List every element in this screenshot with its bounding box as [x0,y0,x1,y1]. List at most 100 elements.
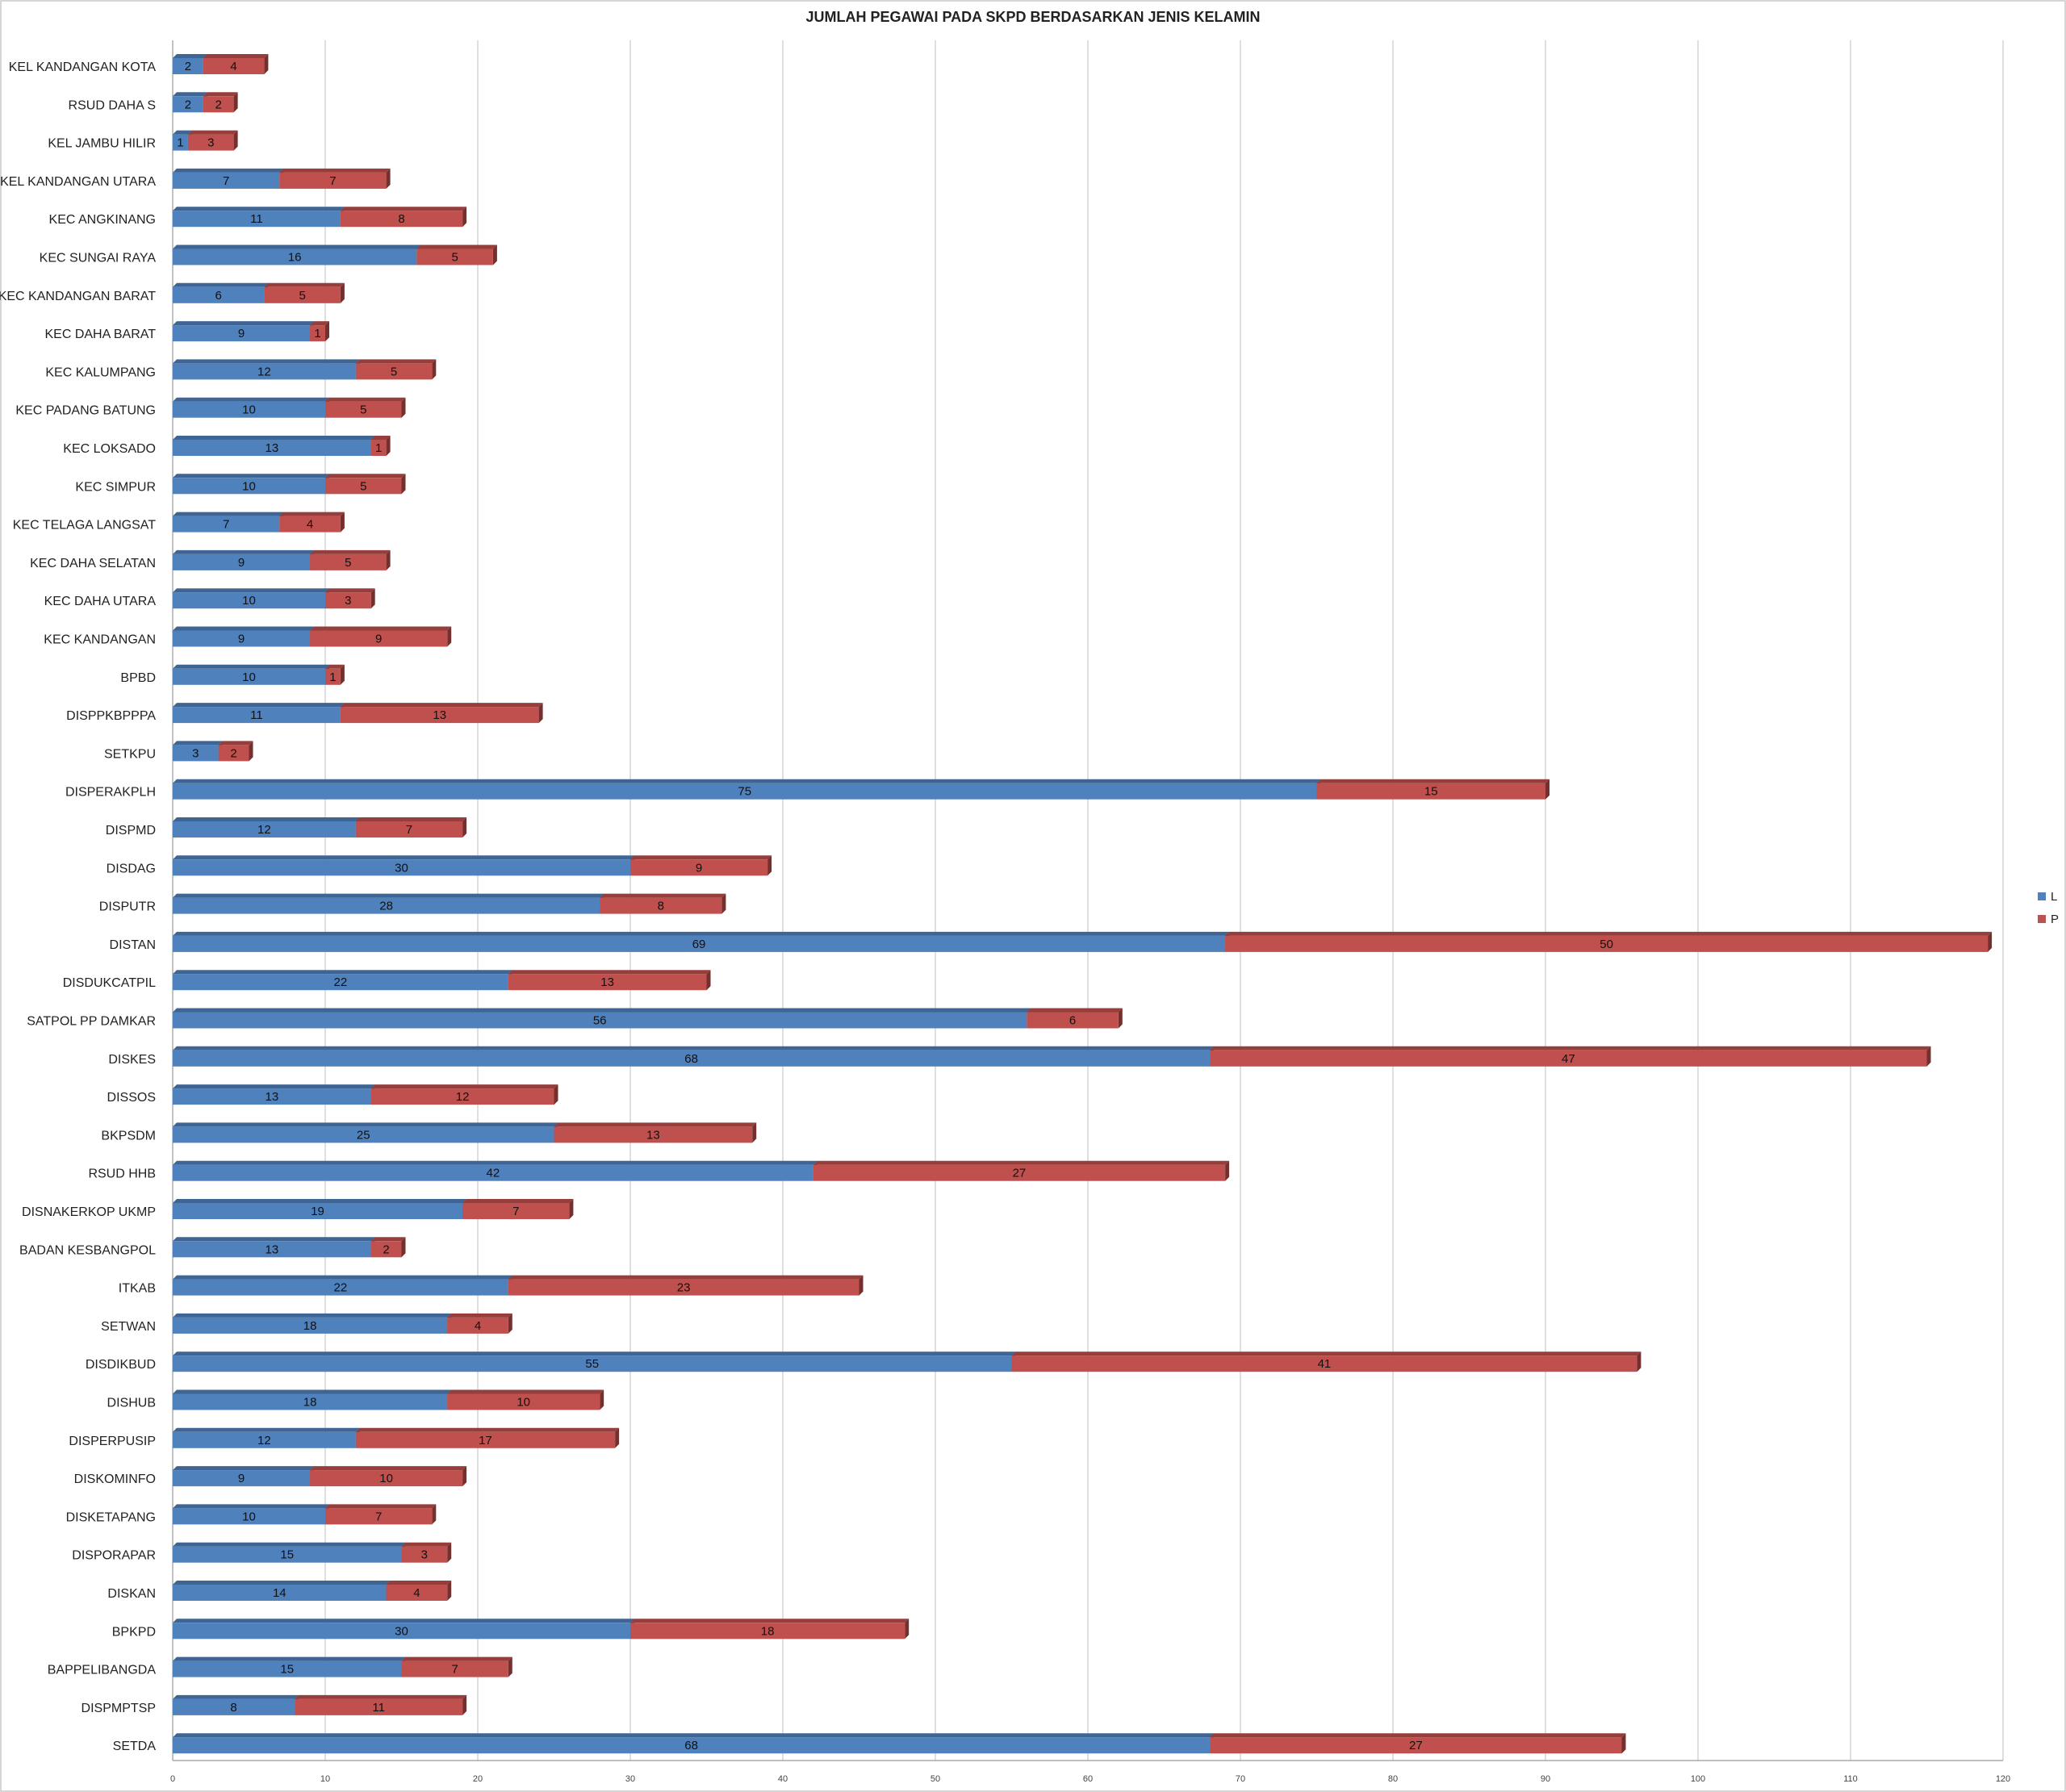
bar-top-face [173,1504,329,1509]
bar-side-face [767,855,772,876]
bar-P [355,1431,616,1448]
bar-P [325,668,341,685]
bar-P [203,58,265,74]
data-label: 12 [257,823,271,837]
bar-L [173,1241,371,1258]
category-label: KEC DAHA UTARA [44,595,157,608]
bar-top-face [325,664,345,669]
bar-segment-P: 11 [295,1694,467,1715]
bar-segment-P: 3 [401,1542,452,1563]
bar-top-face [1210,1733,1626,1738]
bar-L [173,1470,311,1487]
bar-top-face [325,1504,437,1509]
bar-top-face [310,549,391,554]
category-label: DISDUKCATPIL [63,976,156,990]
x-tick-label: 60 [1083,1774,1093,1784]
bar-segment-P: 15 [1316,779,1550,800]
data-label: 3 [345,594,351,608]
bar-L [173,1279,508,1296]
bar-P [630,859,768,876]
bar-top-face [355,1427,620,1432]
bar-segment-L: 10 [173,397,329,418]
data-label: 68 [684,1739,698,1752]
bar-top-face [173,779,1321,783]
data-label: 10 [242,479,256,493]
bar-top-face [173,397,329,402]
bar-top-face [173,92,207,97]
x-tick-label: 20 [473,1774,483,1784]
bar-top-face [447,1389,604,1394]
bar-segment-P: 50 [1225,931,1993,952]
bar-L [173,440,371,456]
bar-side-face [233,130,238,151]
bar-P [340,707,539,724]
data-label: 7 [451,1663,458,1677]
category-label: KEC DAHA BARAT [44,328,156,341]
bar-side-face [386,436,391,456]
bar-L [173,478,325,495]
bar-L [173,1126,554,1143]
bar-top-face [173,1619,634,1623]
data-label: 25 [357,1128,370,1142]
bar-segment-L: 15 [173,1656,406,1677]
x-tick-label: 120 [1996,1774,2010,1784]
category-label: KEC LOKSADO [63,442,156,456]
data-label: 1 [314,327,320,340]
bar-segment-P: 8 [340,207,467,228]
data-label: 8 [658,900,664,913]
bar-L [173,668,325,685]
bar-side-face [432,1504,437,1525]
bar-side-face [1621,1733,1626,1754]
bar-top-face [630,855,772,860]
category-label: SETWAN [101,1320,156,1334]
bar-segment-L: 16 [173,244,421,265]
bar-top-face [173,321,315,326]
data-label: 2 [383,1243,389,1256]
data-label: 56 [593,1014,607,1028]
bar-side-face [462,1466,467,1487]
data-label: 7 [512,1205,519,1218]
bar-top-face [1316,779,1550,783]
bar-segment-P: 7 [355,817,467,838]
bar-segment-P: 9 [310,626,452,647]
data-label: 23 [677,1281,691,1295]
data-label: 10 [242,1510,256,1523]
data-label: 14 [273,1586,286,1600]
data-label: 27 [1013,1167,1027,1180]
category-label: BADAN KESBANGPOL [19,1243,156,1257]
category-label: KEC PADANG BATUNG [15,404,156,418]
bar-P [630,1623,905,1640]
bar-L [173,821,356,838]
bar-side-face [752,1122,757,1143]
bar-segment-P: 5 [264,282,345,303]
bar-top-face [173,970,512,975]
bar-segment-P: 27 [1210,1733,1626,1754]
bar-side-face [233,92,238,113]
x-tick-label: 100 [1691,1774,1705,1784]
category-label: KEL KANDANGAN UTARA [0,175,156,189]
bar-segment-L: 7 [173,512,284,533]
bar-top-face [173,474,329,478]
data-label: 11 [250,708,263,722]
data-label: 13 [646,1128,660,1142]
bar-segment-P: 47 [1210,1046,1931,1067]
bar-segment-L: 75 [173,779,1321,800]
bar-top-face [325,474,406,478]
category-label: RSUD HHB [88,1168,156,1181]
bar-L [173,134,188,151]
bar-side-face [325,321,329,342]
data-label: 9 [238,1472,245,1485]
bar-segment-L: 10 [173,588,329,609]
bar-segment-L: 11 [173,207,345,228]
bar-P [1225,935,1989,952]
data-label: 4 [413,1586,420,1600]
bar-segment-P: 12 [370,1084,558,1105]
bar-side-face [249,741,253,762]
bar-P [325,592,371,609]
data-label: 10 [242,594,256,608]
bar-top-face [173,588,329,593]
bar-top-face [173,244,421,249]
category-label: KEC SUNGAI RAYA [40,252,157,265]
bar-top-face [508,970,711,975]
bar-segment-P: 6 [1027,1008,1123,1029]
